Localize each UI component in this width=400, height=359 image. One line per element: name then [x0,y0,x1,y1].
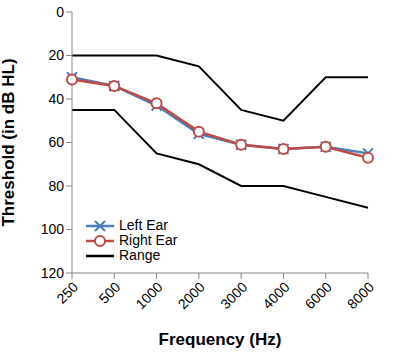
svg-text:Threshold (in dB HL): Threshold (in dB HL) [8,58,18,226]
html-text:Right Ear: Right Ear [119,232,178,248]
svg-text:8000: 8000 [344,279,377,312]
svg-text:Frequency (Hz): Frequency (Hz) [159,330,282,349]
svg-text:1000: 1000 [132,279,165,312]
svg-text:500: 500 [96,279,124,307]
svg-text:40: 40 [48,91,64,107]
svg-text:250: 250 [53,279,81,307]
svg-text:3000: 3000 [217,279,250,312]
svg-text:20: 20 [48,47,64,63]
svg-text:4000: 4000 [259,279,292,312]
svg-text:60: 60 [48,134,64,150]
svg-text:100: 100 [41,221,65,237]
svg-text:0: 0 [56,4,64,20]
svg-text:6000: 6000 [302,279,335,312]
svg-text:120: 120 [41,265,65,281]
svg-text:2000: 2000 [175,279,208,312]
html-text:Left Ear: Left Ear [119,217,168,233]
html-text:Range: Range [119,247,161,263]
svg-text:80: 80 [48,178,64,194]
